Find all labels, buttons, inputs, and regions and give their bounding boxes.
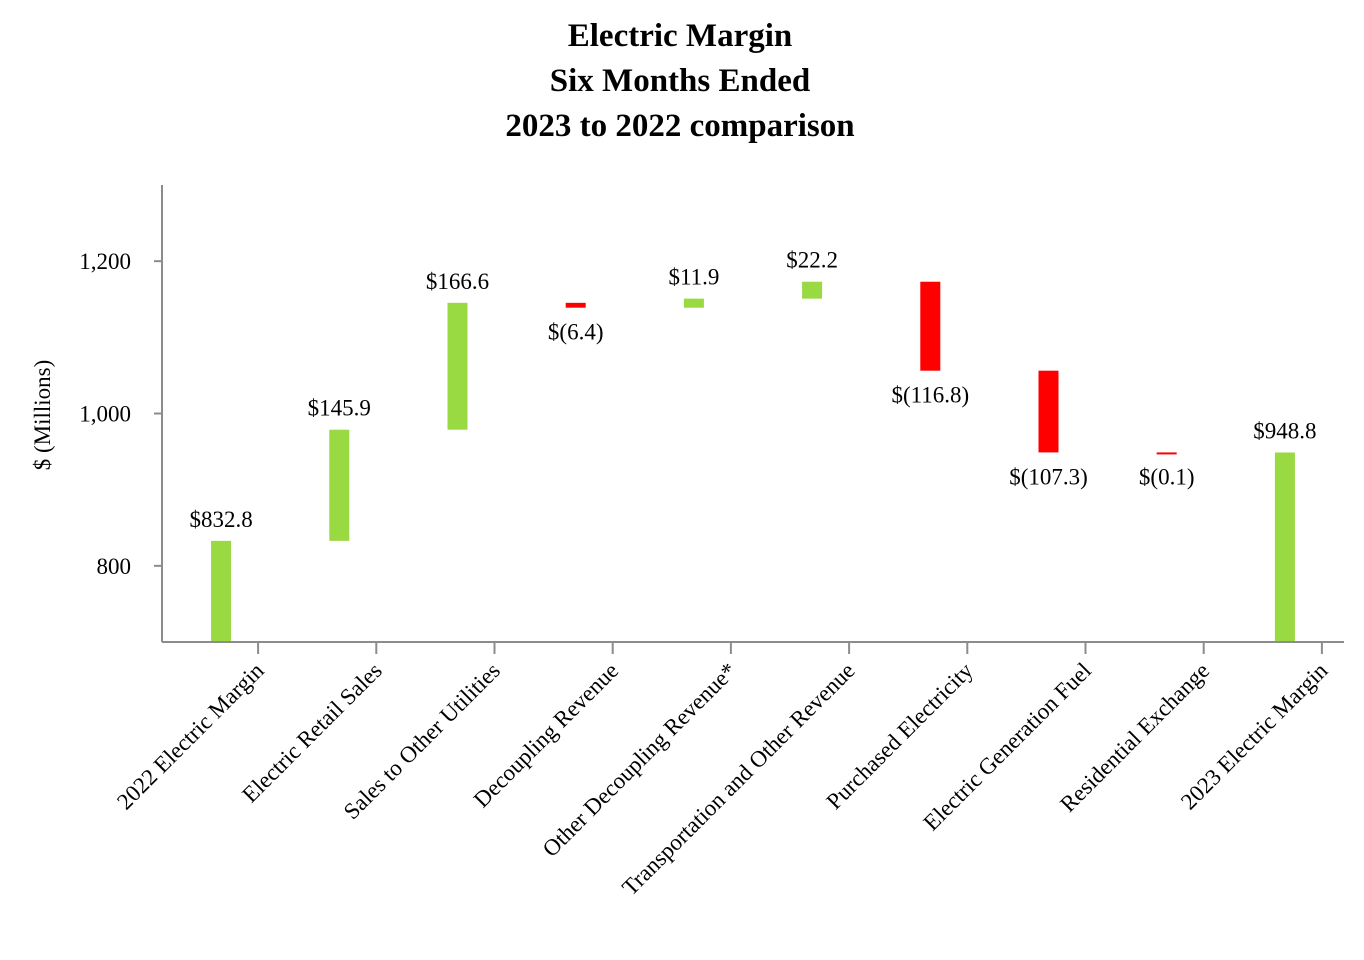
x-tick-label: Transportation and Other Revenue: [617, 658, 859, 900]
data-label: $832.8: [189, 507, 252, 532]
bars-group: [211, 281, 1295, 642]
data-label: $(116.8): [891, 383, 969, 408]
bar: [211, 540, 232, 642]
bar: [447, 302, 468, 430]
data-label: $11.9: [668, 265, 719, 290]
data-label: $(0.1): [1139, 464, 1195, 489]
data-labels-group: $832.8 $145.9 $166.6 $(6.4) $11.9 $22.2 $(116.…: [189, 248, 1316, 532]
bar: [802, 281, 823, 299]
y-ticks-group: 800 1,000 1,200: [79, 249, 162, 579]
chart-title: Electric Margin Six Months Ended 2023 to…: [505, 18, 854, 144]
x-tick-label: Other Decoupling Revenue*: [538, 658, 742, 862]
bar: [1156, 452, 1177, 455]
chart-title-line-1: Electric Margin: [568, 18, 793, 54]
y-tick-label: 800: [97, 554, 132, 579]
bar: [683, 298, 704, 308]
data-label: $(6.4): [548, 320, 604, 345]
chart-title-line-2: Six Months Ended: [550, 63, 810, 99]
data-label: $(107.3): [1009, 464, 1088, 489]
bar: [920, 281, 941, 371]
bar: [1274, 452, 1295, 642]
data-label: $166.6: [426, 269, 489, 294]
bar: [329, 429, 350, 541]
y-axis-title: $ (Millions): [30, 360, 55, 471]
bar: [565, 302, 586, 308]
bar: [1038, 370, 1059, 453]
chart-title-line-3: 2023 to 2022 comparison: [505, 108, 854, 144]
data-label: $145.9: [308, 396, 371, 421]
y-tick-label: 1,000: [79, 402, 131, 427]
data-label: $948.8: [1253, 418, 1316, 443]
y-tick-label: 1,200: [79, 249, 131, 274]
data-label: $22.2: [786, 248, 838, 273]
